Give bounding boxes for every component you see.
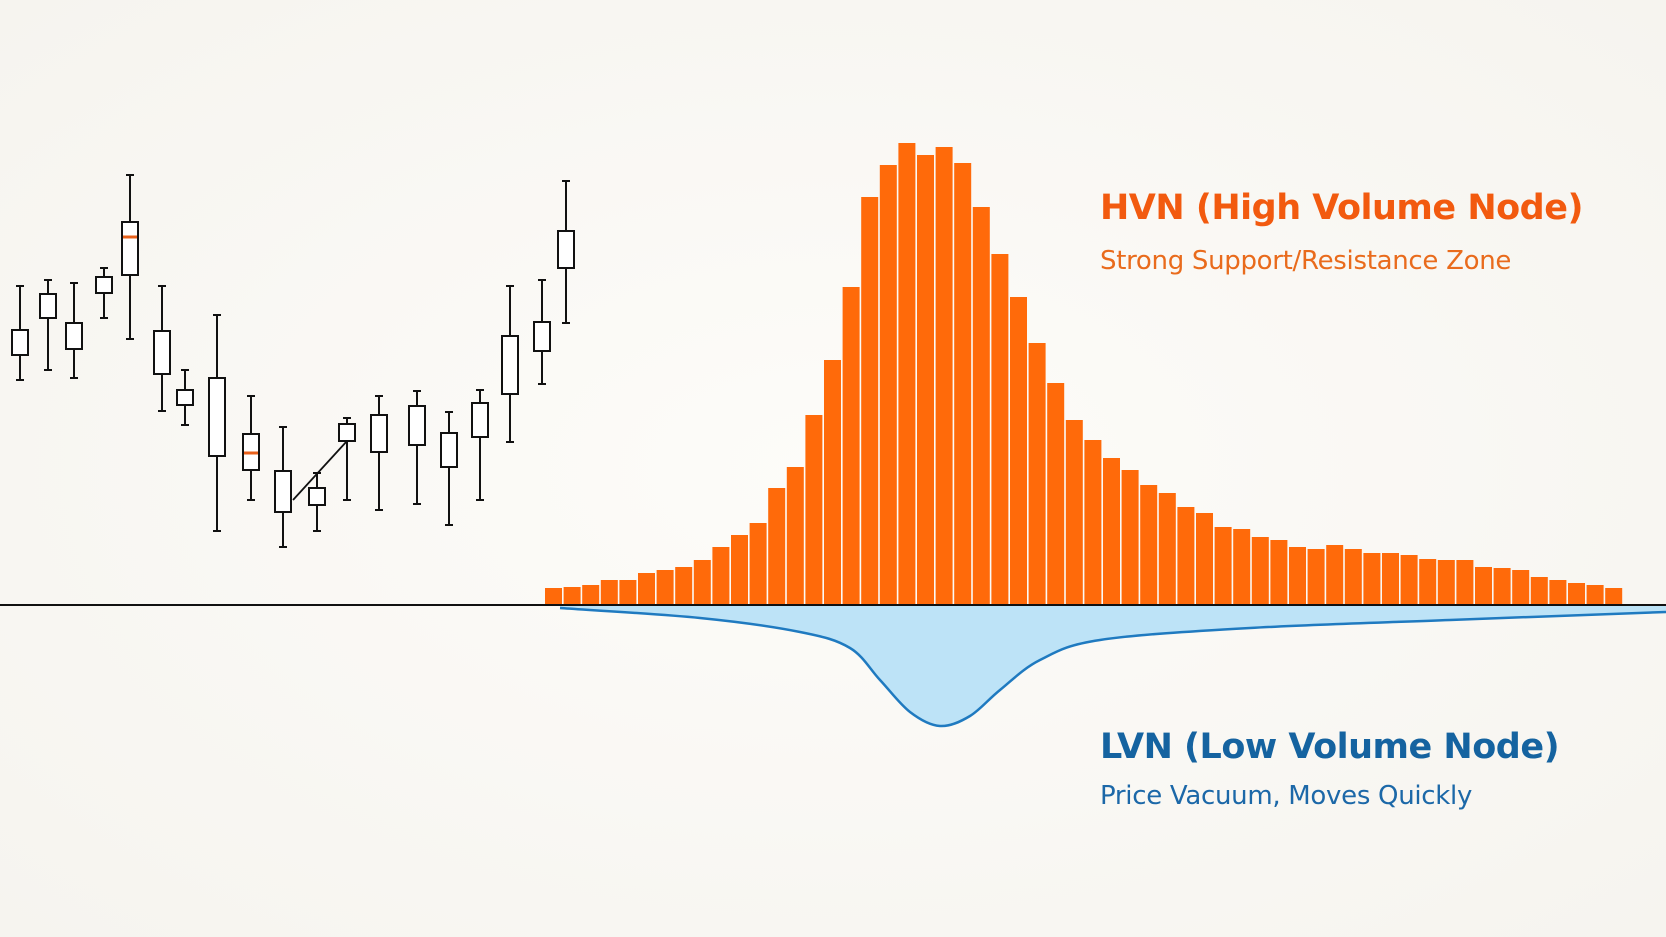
volume-bar (1065, 420, 1083, 605)
volume-bar (582, 585, 600, 605)
volume-bar (1047, 383, 1065, 605)
volume-bar (563, 587, 581, 605)
volume-bar (954, 163, 972, 605)
volume-bar (1158, 493, 1176, 605)
volume-bar (824, 360, 841, 605)
candle (308, 472, 326, 532)
volume-bar (842, 287, 860, 605)
volume-bar (1028, 343, 1046, 605)
volume-bar (991, 254, 1009, 605)
volume-bar (545, 588, 562, 605)
candle (242, 395, 260, 501)
candle (208, 314, 226, 532)
lvn-fill (560, 605, 1666, 727)
trend-line (292, 440, 348, 501)
volume-bar (1010, 297, 1027, 605)
candle (501, 285, 519, 443)
volume-bar (600, 580, 618, 605)
volume-bar (1456, 560, 1474, 605)
volume-bar (712, 547, 730, 605)
volume-bar (1530, 577, 1548, 605)
volume-bar (675, 567, 693, 605)
volume-bar (1307, 549, 1325, 605)
volume-bar (1214, 527, 1232, 605)
volume-bar (898, 143, 916, 605)
volume-bars (545, 143, 1623, 605)
volume-bar (1270, 540, 1288, 605)
candle (39, 279, 57, 371)
candle (533, 279, 551, 385)
candle (338, 417, 356, 501)
volume-bar (1103, 458, 1120, 605)
volume-bar (1196, 513, 1213, 605)
candlesticks (11, 174, 575, 548)
volume-bar (1084, 440, 1102, 605)
volume-bar (1289, 547, 1306, 605)
candle (121, 174, 139, 340)
candle (11, 285, 29, 381)
volume-bar (1512, 570, 1530, 605)
candle (557, 180, 575, 324)
volume-bar (619, 580, 637, 605)
volume-bar (1400, 555, 1418, 605)
candle (440, 411, 458, 526)
volume-bar (1437, 560, 1455, 605)
volume-bar (917, 155, 934, 605)
candle (274, 426, 292, 548)
volume-bar (1605, 588, 1623, 605)
lvn-subtitle: Price Vacuum, Moves Quickly (1100, 781, 1473, 811)
volume-bar (1363, 553, 1381, 605)
hvn-subtitle: Strong Support/Resistance Zone (1100, 246, 1512, 276)
candle (65, 282, 83, 379)
volume-bar (1568, 583, 1585, 605)
lvn-area (559, 605, 1666, 728)
volume-bar (693, 560, 711, 605)
volume-bar (1475, 567, 1492, 605)
volume-bar (1121, 470, 1139, 605)
volume-bar (1140, 485, 1158, 605)
candle (370, 395, 388, 511)
lvn-curve (559, 606, 1666, 728)
volume-bar (768, 488, 786, 605)
volume-bar (1326, 545, 1344, 605)
hvn-title: HVN (High Volume Node) (1100, 188, 1583, 228)
candle (153, 285, 171, 412)
volume-bar (1233, 529, 1251, 605)
candle (471, 389, 489, 501)
volume-bar (786, 467, 804, 605)
volume-bar (731, 535, 748, 605)
volume-bar (1251, 537, 1269, 605)
candle (408, 390, 426, 505)
volume-bar (1177, 507, 1195, 605)
candle (176, 369, 194, 426)
candle (95, 267, 113, 319)
volume-bar (749, 523, 767, 605)
volume-bar (638, 573, 655, 605)
volume-bar (972, 207, 990, 605)
volume-bar (656, 570, 674, 605)
volume-bar (805, 415, 823, 605)
volume-bar (879, 165, 897, 605)
volume-bar (1549, 580, 1567, 605)
volume-bar (1586, 585, 1604, 605)
volume-bar (1419, 559, 1437, 605)
volume-bar (1344, 549, 1362, 605)
volume-bar (935, 147, 953, 605)
volume-bar (1493, 568, 1511, 605)
volume-bar (1382, 553, 1399, 605)
lvn-title: LVN (Low Volume Node) (1100, 727, 1560, 767)
volume-bar (861, 197, 879, 605)
